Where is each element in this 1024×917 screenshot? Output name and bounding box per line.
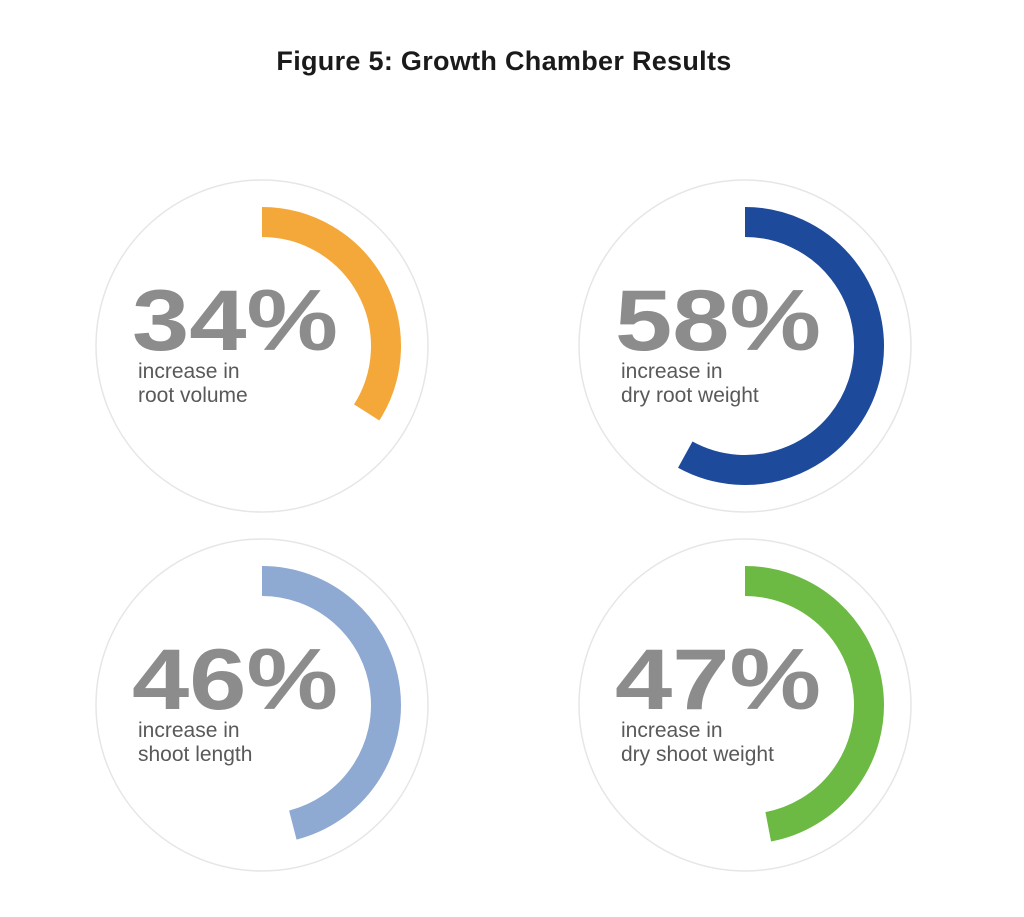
- page-title: Figure 5: Growth Chamber Results: [276, 46, 732, 76]
- gauge-arc: [261, 207, 401, 421]
- gauge-value-label: 34%: [132, 273, 338, 369]
- gauge-caption-line: shoot length: [138, 743, 252, 766]
- gauge-arc: [678, 207, 884, 485]
- gauge-value-label: 58%: [615, 273, 821, 369]
- gauge-caption-line: increase in: [138, 360, 240, 383]
- gauge-caption-line: increase in: [138, 719, 240, 742]
- gauge-caption-line: root volume: [138, 384, 248, 407]
- gauge-caption-line: increase in: [621, 719, 723, 742]
- gauge-arc: [261, 566, 401, 840]
- gauge-arc: [744, 566, 884, 842]
- gauge-caption-line: dry root weight: [621, 384, 759, 407]
- gauge-value-label: 46%: [132, 632, 338, 728]
- gauge-caption-line: increase in: [621, 360, 723, 383]
- gauge-caption-line: dry shoot weight: [621, 743, 774, 766]
- gauge-value-label: 47%: [615, 632, 821, 728]
